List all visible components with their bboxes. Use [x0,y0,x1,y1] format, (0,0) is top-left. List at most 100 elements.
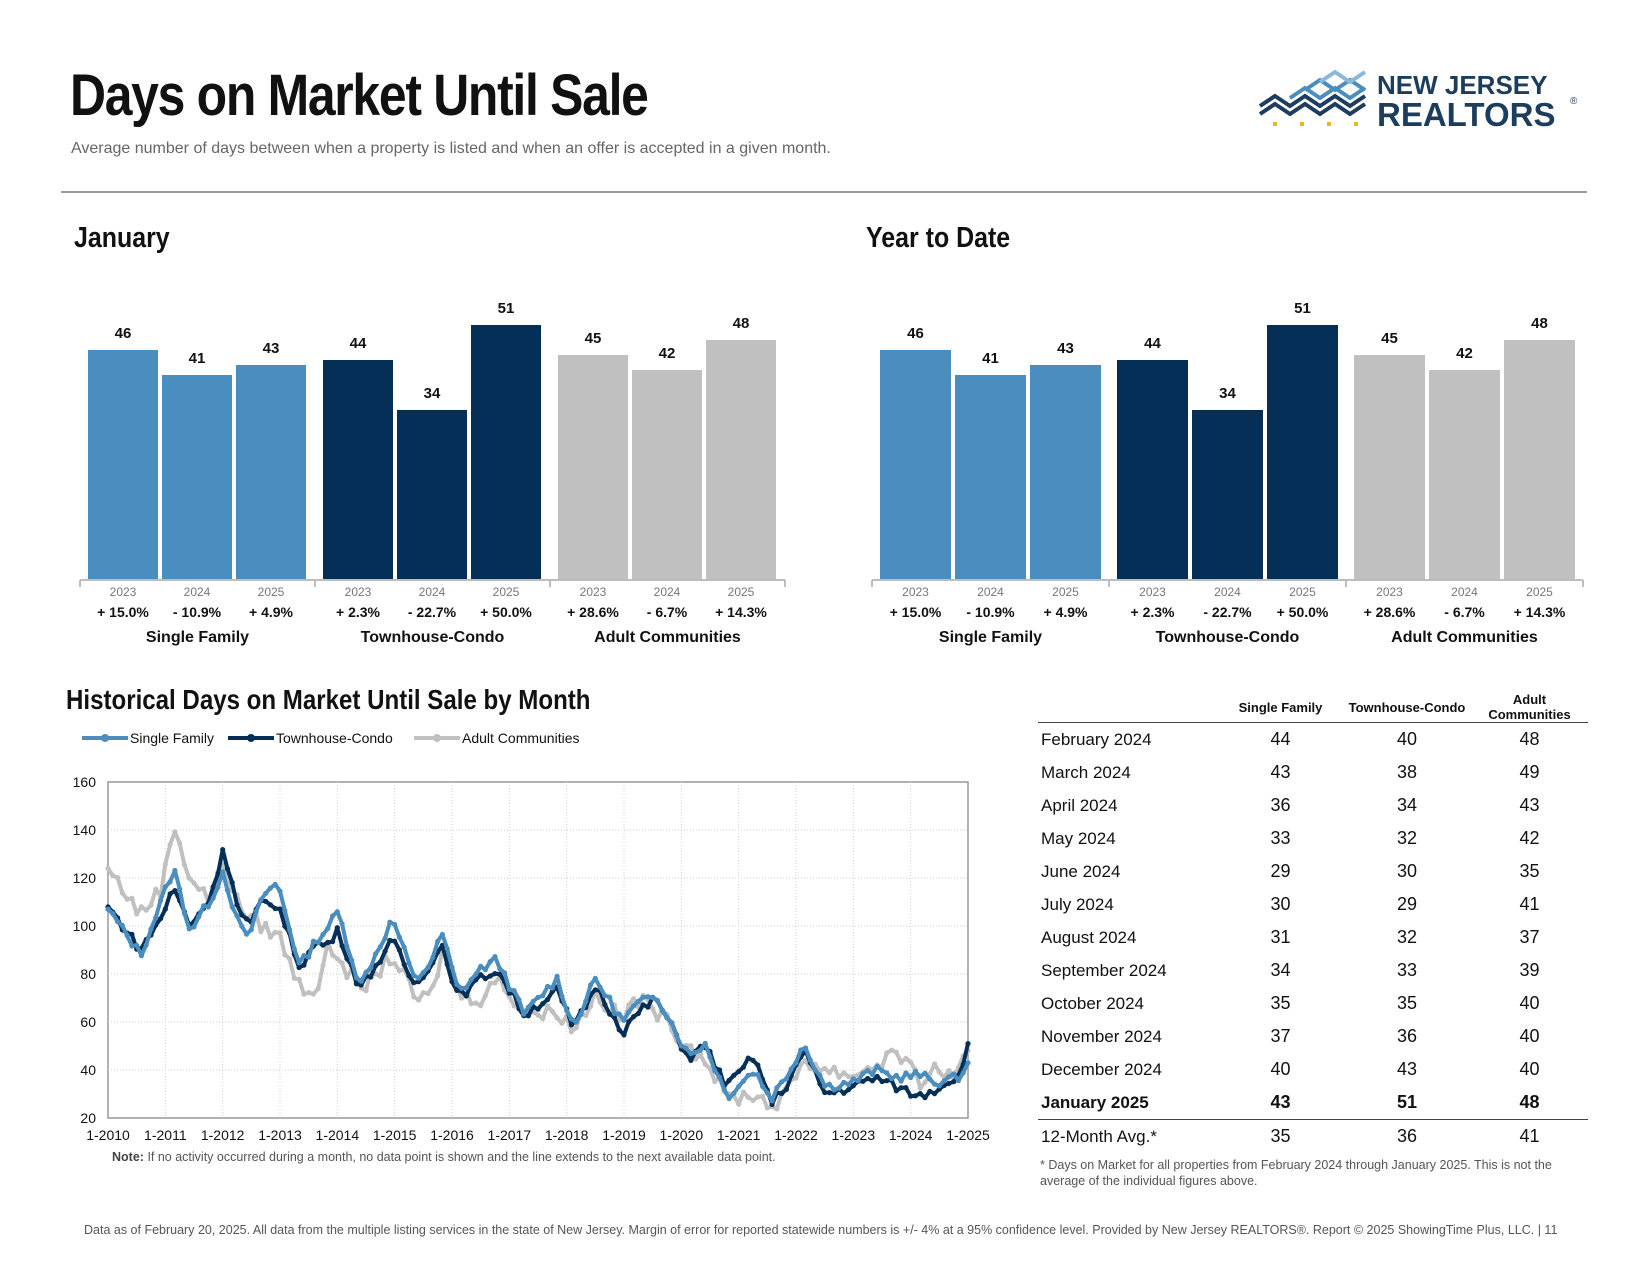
series-point [296,964,302,971]
bar-category-label: 2024 [419,585,446,599]
series-point [817,1072,823,1078]
bar [558,355,628,580]
series-point [215,884,221,890]
series-point [879,1068,885,1074]
series-point [621,1017,627,1023]
series-point [516,997,522,1003]
row-value: 29 [1396,894,1418,914]
series-point [277,930,283,936]
series-point [492,954,498,960]
bar-change-label: + 14.3% [715,604,767,620]
series-point [306,990,312,996]
row-value: 36 [1396,1026,1418,1046]
bar-value-label: 45 [1381,330,1398,347]
series-point [588,1003,594,1009]
row-value: 43 [1270,1092,1291,1112]
table-row: April 2024 36 34 43 [1038,789,1588,822]
x-tick-label: 1-2023 [832,1127,876,1143]
series-point [874,1073,880,1079]
row-label: October 2024 [1041,993,1145,1013]
series-point [793,1060,799,1066]
bar-category-label: 2024 [1214,585,1241,599]
series-point [783,1086,790,1092]
series-point [568,1016,575,1022]
series-point [717,1067,723,1073]
series-point [922,1070,928,1076]
row-value: 34 [1396,795,1418,815]
row-value: 40 [1519,993,1540,1013]
x-tick-label: 1-2013 [258,1127,302,1143]
series-point [124,932,130,938]
series-point [702,1040,708,1046]
series-point [330,939,336,945]
series-point [635,998,641,1004]
bar-change-label: + 2.3% [336,604,381,620]
series-point [210,884,216,890]
series-point [764,1105,770,1111]
series-point [745,1072,751,1078]
series-point [841,1079,847,1085]
row-value: 33 [1396,960,1418,980]
series-point [860,1070,866,1077]
bar-value-label: 42 [1456,345,1473,362]
series-point [860,1078,866,1084]
series-point [874,1063,880,1069]
section-title-january: January [74,222,170,254]
series-point [540,993,546,999]
series-point [640,1002,646,1008]
series-point [688,1057,694,1063]
series-point [244,931,250,937]
series-point [229,904,235,910]
series-point [272,905,278,912]
series-point [492,971,498,977]
row-value: 44 [1270,729,1291,749]
series-point [932,1061,938,1067]
series-point [731,1072,737,1078]
series-point [425,990,431,997]
logo-line1: NEW JERSEY [1377,70,1548,100]
series-point [654,1017,661,1023]
bar [955,375,1026,580]
series-point [946,1080,952,1086]
series-point [377,973,383,979]
series-point [573,1025,579,1031]
bar-category-label: 2024 [1451,585,1478,599]
series-point [148,902,154,908]
series-point [162,884,168,890]
row-value: 40 [1396,729,1418,749]
series-point [884,1050,890,1056]
series-point [487,973,493,979]
series-point [301,991,307,997]
series-point [726,1095,732,1102]
series-point [917,1091,923,1097]
row-value: 35 [1519,861,1540,881]
series-point [908,1074,914,1081]
series-point [807,1057,813,1063]
row-value: 38 [1396,762,1418,782]
series-point [597,984,603,990]
series-point [138,953,144,959]
bar [1429,370,1500,580]
col-header-townhouse: Townhouse-Condo [1348,699,1466,715]
page-subtitle: Average number of days between when a pr… [71,140,831,157]
x-tick-label: 1-2012 [201,1127,245,1143]
series-point [191,924,197,930]
series-point [339,943,345,949]
series-point [478,1003,484,1009]
series-point [621,1032,627,1038]
series-point [291,946,297,952]
series-point [740,1078,747,1084]
series-point [549,989,555,995]
average-label: 12-Month Avg.* [1041,1126,1157,1146]
series-point [468,977,474,983]
bar-value-label: 51 [1294,300,1311,317]
logo-registered-mark: ® [1570,96,1578,107]
series-point [267,885,273,891]
x-tick-label: 1-2010 [86,1127,130,1143]
series-point [334,925,340,931]
series-point [401,944,407,950]
bar-change-label: - 22.7% [1203,604,1252,620]
series-point [272,881,278,887]
bar [162,375,232,580]
series-point [411,980,417,986]
